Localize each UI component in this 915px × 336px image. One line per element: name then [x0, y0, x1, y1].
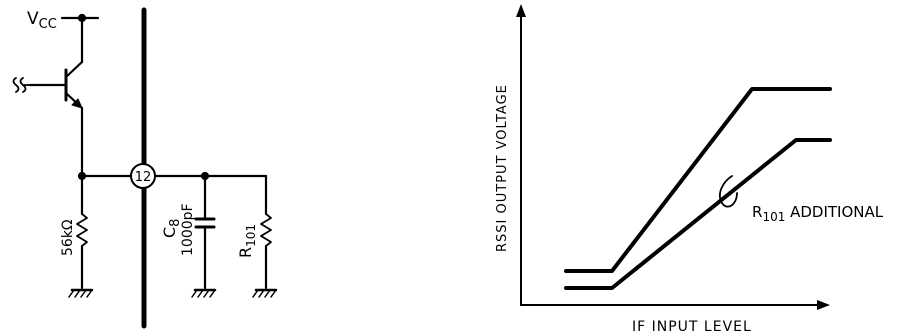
resistor-r101-icon [260, 213, 272, 247]
r101-label: R101 [236, 224, 258, 258]
y-axis-arrow-icon [516, 4, 526, 17]
pin-number-label: 12 [135, 170, 152, 185]
capacitor-c8-label: C8 [160, 219, 183, 238]
emitter-arrow-icon [71, 98, 83, 109]
circuit-schematic [12, 7, 278, 329]
transistor-collector [64, 60, 84, 79]
x-axis-label: IF INPUT LEVEL [632, 319, 752, 335]
resistor-56k-label: 56kΩ [60, 219, 76, 256]
curve-loop-marker [719, 175, 738, 208]
rssi-curve-lower [564, 138, 832, 290]
rssi-graph [516, 4, 832, 310]
resistor-56k-icon [76, 213, 88, 247]
r101-additional-label: R101 ADDITIONAL [752, 203, 884, 224]
rssi-curve-upper [564, 87, 832, 273]
vcc-label: VCC [27, 9, 57, 32]
y-axis-label: RSSI OUTPUT VOLTAGE [495, 84, 510, 252]
capacitor-value-label: 1000pF [180, 203, 196, 256]
x-axis-arrow-icon [817, 300, 830, 310]
signal-input-icon [12, 77, 31, 93]
